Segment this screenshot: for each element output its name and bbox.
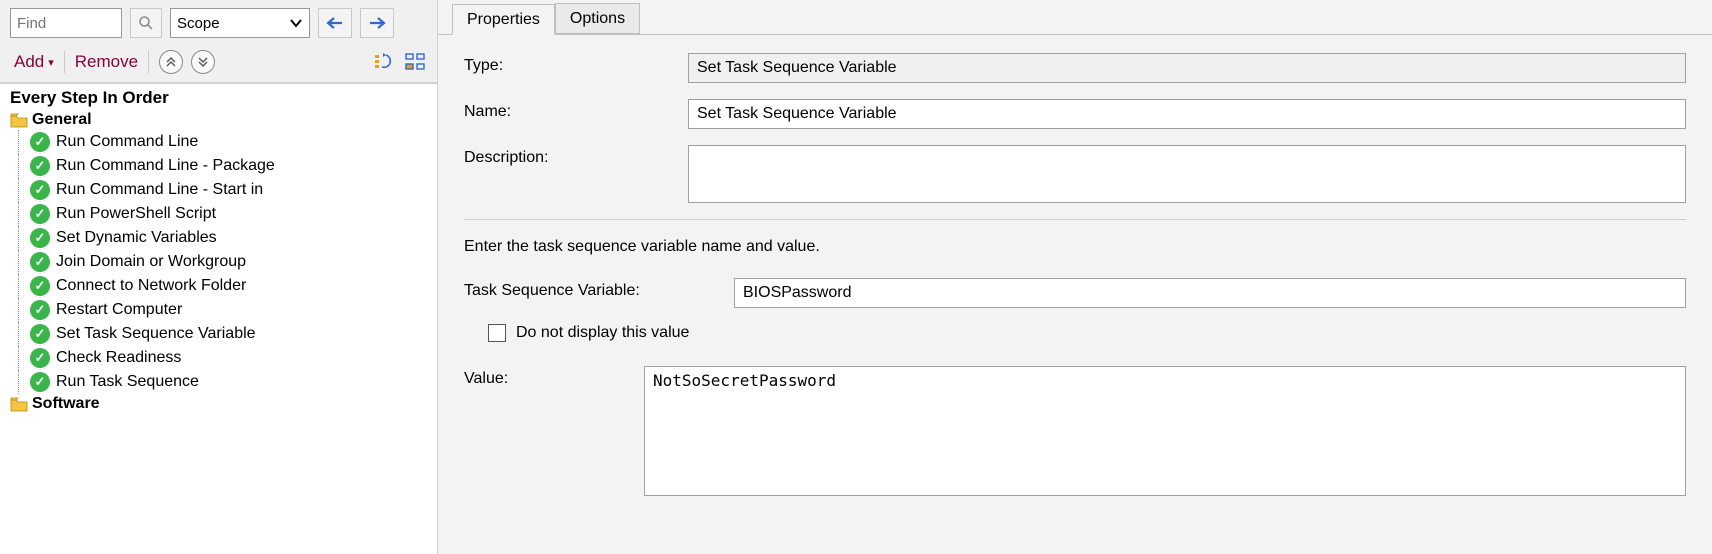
arrow-right-icon <box>368 16 386 30</box>
tree-item[interactable]: ✓ Run Command Line <box>10 130 433 154</box>
type-field <box>688 53 1686 83</box>
item-label: Run Command Line <box>56 133 198 151</box>
item-label: Run PowerShell Script <box>56 205 216 223</box>
tree-item[interactable]: ✓ Join Domain or Workgroup <box>10 250 433 274</box>
item-label: Run Task Sequence <box>56 373 199 391</box>
name-row: Name: <box>464 99 1686 129</box>
hide-value-checkbox[interactable] <box>488 324 506 342</box>
item-label: Connect to Network Folder <box>56 277 246 295</box>
hide-value-label: Do not display this value <box>516 324 689 342</box>
tree-group-general[interactable]: General <box>10 110 433 130</box>
item-label: Set Task Sequence Variable <box>56 325 256 343</box>
structure-icon <box>404 51 426 73</box>
tree-item[interactable]: ✓ Run Command Line - Package <box>10 154 433 178</box>
description-field[interactable] <box>688 145 1686 203</box>
properties-panel: Type: Name: Description: Enter the task … <box>438 35 1712 512</box>
check-icon: ✓ <box>30 228 50 248</box>
value-field[interactable] <box>644 366 1686 496</box>
check-icon: ✓ <box>30 252 50 272</box>
remove-button[interactable]: Remove <box>75 52 138 72</box>
separator <box>64 51 65 73</box>
search-toolbar: Scope <box>0 0 437 44</box>
variable-row: Task Sequence Variable: <box>464 278 1686 308</box>
type-label: Type: <box>464 53 688 75</box>
check-icon: ✓ <box>30 348 50 368</box>
find-input[interactable] <box>10 8 122 38</box>
right-pane: Properties Options Type: Name: Descripti… <box>438 0 1712 554</box>
add-label: Add <box>14 52 44 72</box>
folder-icon <box>10 397 28 412</box>
name-field[interactable] <box>688 99 1686 129</box>
add-button[interactable]: Add ▾ <box>14 52 54 72</box>
double-chevron-down-icon <box>197 56 209 68</box>
check-icon: ✓ <box>30 180 50 200</box>
check-icon: ✓ <box>30 324 50 344</box>
scope-label: Scope <box>177 15 220 32</box>
search-button[interactable] <box>130 8 162 38</box>
reorder-icon <box>372 51 394 73</box>
tab-strip: Properties Options <box>438 0 1712 35</box>
search-icon <box>138 15 154 31</box>
tree-item[interactable]: ✓ Set Dynamic Variables <box>10 226 433 250</box>
arrow-left-icon <box>326 16 344 30</box>
next-button[interactable] <box>360 8 394 38</box>
check-icon: ✓ <box>30 156 50 176</box>
name-label: Name: <box>464 99 688 121</box>
tree-item[interactable]: ✓ Run Command Line - Start in <box>10 178 433 202</box>
structure-button[interactable] <box>403 50 427 74</box>
tree-item[interactable]: ✓ Set Task Sequence Variable <box>10 322 433 346</box>
item-label: Run Command Line - Start in <box>56 181 263 199</box>
item-label: Run Command Line - Package <box>56 157 275 175</box>
value-row: Value: <box>464 366 1686 496</box>
left-pane: Scope Add ▾ Remove Every St <box>0 0 438 554</box>
tab-properties[interactable]: Properties <box>452 4 555 35</box>
item-label: Check Readiness <box>56 349 181 367</box>
double-chevron-up-icon <box>165 56 177 68</box>
value-label: Value: <box>464 366 644 388</box>
check-icon: ✓ <box>30 276 50 296</box>
group-label: Software <box>32 395 100 413</box>
item-label: Set Dynamic Variables <box>56 229 217 247</box>
variable-label: Task Sequence Variable: <box>464 278 734 300</box>
tab-options[interactable]: Options <box>555 3 640 34</box>
check-icon: ✓ <box>30 204 50 224</box>
tree-item[interactable]: ✓ Restart Computer <box>10 298 433 322</box>
dropdown-caret-icon: ▾ <box>48 56 54 69</box>
description-row: Description: <box>464 145 1686 203</box>
tree-item[interactable]: ✓ Connect to Network Folder <box>10 274 433 298</box>
tree-item[interactable]: ✓ Run Task Sequence <box>10 370 433 394</box>
group-label: General <box>32 111 92 129</box>
prev-button[interactable] <box>318 8 352 38</box>
hide-value-row: Do not display this value <box>488 324 1686 342</box>
hint-text: Enter the task sequence variable name an… <box>464 238 1686 256</box>
item-label: Join Domain or Workgroup <box>56 253 246 271</box>
tree-item[interactable]: ✓ Check Readiness <box>10 346 433 370</box>
check-icon: ✓ <box>30 132 50 152</box>
description-label: Description: <box>464 145 688 167</box>
item-label: Restart Computer <box>56 301 182 319</box>
tree-item[interactable]: ✓ Run PowerShell Script <box>10 202 433 226</box>
type-row: Type: <box>464 53 1686 83</box>
check-icon: ✓ <box>30 372 50 392</box>
tree-group-software[interactable]: Software <box>10 394 433 414</box>
divider <box>464 219 1686 220</box>
folder-icon <box>10 113 28 128</box>
expand-all-button[interactable] <box>191 50 215 74</box>
tree-view[interactable]: Every Step In Order General ✓ Run Command… <box>0 83 437 554</box>
edit-toolbar: Add ▾ Remove <box>0 44 437 83</box>
separator <box>148 51 149 73</box>
tree-title: Every Step In Order <box>10 88 433 110</box>
chevron-down-icon <box>289 16 303 30</box>
reorder-button[interactable] <box>371 50 395 74</box>
collapse-all-button[interactable] <box>159 50 183 74</box>
variable-field[interactable] <box>734 278 1686 308</box>
scope-dropdown[interactable]: Scope <box>170 8 310 38</box>
check-icon: ✓ <box>30 300 50 320</box>
